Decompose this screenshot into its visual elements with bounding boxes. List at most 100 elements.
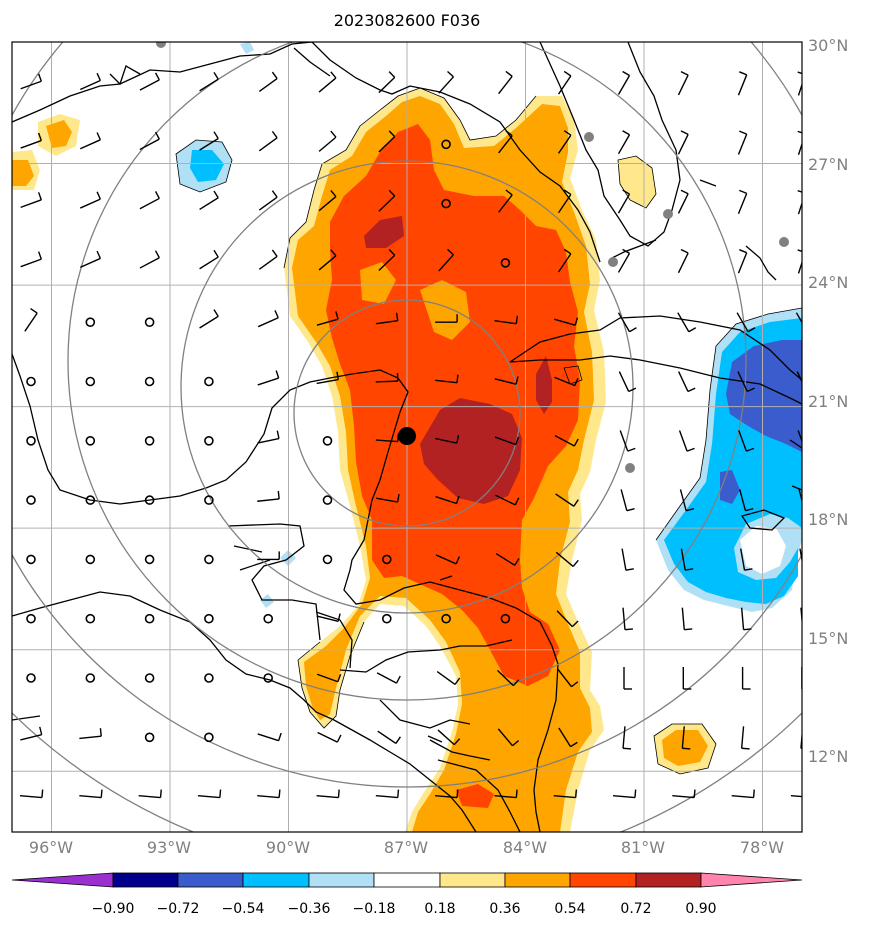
- station-marker: [608, 257, 618, 267]
- wind-barb: [679, 489, 695, 512]
- calm-wind-marker: [85, 376, 96, 387]
- wind-barb: [435, 495, 460, 505]
- wind-barb: [612, 789, 637, 799]
- wind-barb: [318, 71, 337, 93]
- wind-barb: [740, 548, 753, 571]
- lat-label: 15°N: [808, 629, 848, 648]
- field-neg-tiny3: [240, 42, 254, 54]
- station-marker: [625, 463, 635, 473]
- wind-barb: [801, 667, 802, 690]
- wind-barb: [377, 730, 401, 745]
- colorbar-label: 0.72: [620, 901, 651, 917]
- wind-barb: [378, 189, 396, 212]
- colorbar-label: −0.36: [288, 901, 331, 917]
- wind-barb: [677, 312, 697, 333]
- lat-label: 24°N: [808, 273, 848, 292]
- wind-barb: [554, 849, 577, 857]
- colorbar-label: 0.18: [424, 901, 455, 917]
- wind-barb: [497, 728, 520, 747]
- calm-wind-marker: [263, 613, 274, 624]
- colorbar-segment: [242, 872, 310, 888]
- calm-wind-marker: [26, 376, 36, 387]
- wind-barb: [617, 189, 631, 214]
- field-pos-054-west: [46, 120, 72, 148]
- wind-barb: [740, 726, 750, 750]
- wind-barb: [257, 430, 280, 444]
- wind-barb: [378, 130, 396, 153]
- calm-wind-marker: [204, 673, 214, 683]
- wind-barb: [555, 551, 579, 568]
- lon-label: 96°W: [29, 838, 73, 857]
- calm-wind-marker: [144, 732, 155, 743]
- wind-barb: [316, 673, 342, 683]
- wind-barb: [557, 130, 572, 154]
- field-pos-072-hole2: [360, 262, 396, 304]
- wind-barbs: [19, 70, 802, 857]
- lon-label: 81°W: [621, 838, 665, 857]
- storm-center-marker: [398, 427, 416, 445]
- wind-barb: [737, 130, 748, 155]
- wind-barb: [378, 71, 396, 94]
- calm-wind-marker: [204, 732, 214, 743]
- wind-barb: [682, 667, 692, 690]
- wind-barb: [495, 552, 520, 566]
- colorbar-segment: [373, 872, 441, 888]
- station-markers: [156, 42, 789, 473]
- calm-wind-marker: [441, 198, 451, 209]
- calm-wind-marker: [85, 673, 96, 683]
- wind-barb: [20, 192, 42, 209]
- wind-barb: [438, 248, 454, 272]
- calm-wind-marker: [322, 435, 333, 446]
- colorbar-segment: [635, 872, 702, 888]
- lon-label: 84°W: [503, 838, 547, 857]
- field-pos-090: [420, 398, 522, 504]
- field-neg-054: [726, 340, 802, 452]
- wind-barb: [139, 131, 160, 151]
- wind-barb: [376, 672, 401, 684]
- plot-border: [11, 41, 803, 833]
- wind-barb: [316, 311, 339, 326]
- wind-barb: [677, 189, 689, 214]
- calm-wind-marker: [26, 554, 36, 565]
- wind-barb: [494, 436, 520, 446]
- wind-barb: [20, 132, 42, 149]
- calm-wind-marker: [322, 554, 333, 565]
- colorbar-label: −0.90: [92, 901, 135, 917]
- wind-barb: [438, 70, 454, 94]
- calm-wind-marker: [85, 613, 96, 624]
- colorbar-label: 0.54: [554, 901, 585, 917]
- wind-barb: [318, 249, 337, 271]
- range-ring: [67, 42, 747, 701]
- wind-barb: [554, 435, 579, 447]
- wind-barb: [199, 190, 219, 211]
- calm-wind-marker: [26, 613, 36, 624]
- wind-barb: [435, 554, 461, 565]
- lon-label: 78°W: [740, 838, 784, 857]
- wind-barb: [672, 789, 696, 799]
- wind-barb: [555, 493, 579, 507]
- wind-barb: [731, 789, 755, 799]
- lon-label: 90°W: [266, 838, 310, 857]
- wind-barb: [622, 607, 633, 631]
- calm-wind-marker: [381, 554, 392, 565]
- wind-barb: [316, 371, 340, 385]
- wind-barb: [554, 376, 579, 387]
- wind-barb: [435, 435, 460, 444]
- field-pos-036-florida: [618, 156, 656, 208]
- wind-barb: [740, 607, 752, 631]
- calm-wind-marker: [144, 376, 155, 387]
- wind-barb: [79, 849, 102, 857]
- calm-wind-marker: [26, 435, 36, 446]
- wind-barb: [681, 726, 691, 750]
- calm-wind-marker: [441, 139, 451, 150]
- lat-label: 21°N: [808, 392, 848, 411]
- calm-wind-marker: [204, 376, 214, 387]
- colorbar-segment: [439, 872, 506, 888]
- wind-barb: [619, 430, 636, 452]
- wind-barb: [139, 191, 160, 210]
- colorbar-segment: [504, 872, 571, 888]
- field-pos-072-south: [456, 784, 494, 808]
- calm-wind-marker: [144, 495, 155, 505]
- wind-barb: [558, 727, 578, 748]
- wind-barb: [79, 132, 101, 150]
